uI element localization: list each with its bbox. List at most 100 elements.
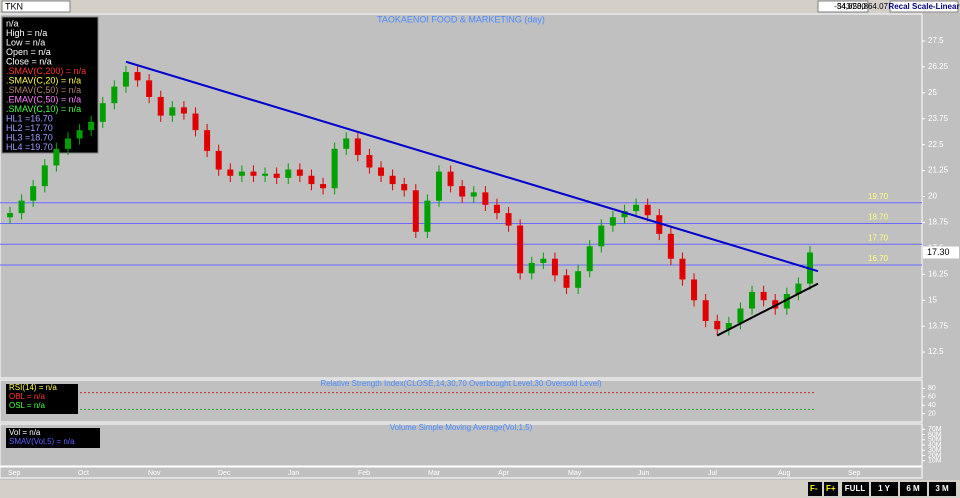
level-label: 19.70: [868, 192, 889, 201]
last-price-label: 17.30: [927, 247, 950, 257]
candle-body: [493, 204, 500, 214]
range-button-label: 6 M: [906, 484, 920, 493]
trendline: [716, 282, 819, 337]
candle-body: [41, 165, 48, 187]
candle-body: [702, 300, 709, 321]
legend-entry: Low = n/a: [6, 37, 45, 47]
candle-body: [575, 271, 582, 288]
volume-tick-label: 20M: [928, 452, 942, 459]
candle-body: [296, 169, 303, 176]
candle-body: [505, 213, 512, 226]
date-label: Jun: [638, 470, 649, 477]
legend-entry: n/a: [6, 18, 19, 28]
candle-body: [250, 171, 257, 176]
legend-entry: HL4 =19.70: [6, 142, 53, 152]
rsi-legend: OSL = n/a: [9, 401, 46, 410]
volume-legend-box: [6, 428, 100, 448]
date-label: May: [568, 470, 582, 477]
volume-tick-label: 50M: [928, 437, 942, 444]
range-button[interactable]: [871, 482, 898, 496]
range-button-label: 3 M: [935, 484, 949, 493]
counter-box: [817, 0, 869, 13]
rsi-title: Relative Strength Index(CLOSE,14,30,70 O…: [320, 379, 601, 388]
candle-body: [760, 291, 767, 301]
chart-title: TAOKAENOI FOOD & MARKETING (day): [377, 14, 545, 24]
legend-entry: HL2 =17.70: [6, 123, 53, 133]
legend-entry: .SMAV(C,50) = n/a: [6, 85, 81, 95]
range-button[interactable]: [900, 482, 927, 496]
candle-body: [795, 283, 802, 294]
candle-body: [215, 150, 222, 170]
zoom-button[interactable]: [824, 482, 838, 496]
candle-body: [64, 138, 71, 149]
scale-button[interactable]: [889, 0, 959, 13]
zoom-button-label: F-: [810, 484, 818, 493]
rsi-legend: OBL = n/a: [9, 392, 46, 401]
rsi-tick-label: 60: [928, 394, 936, 401]
candle-body: [331, 148, 338, 189]
level-label: 18.70: [868, 213, 889, 222]
volume-tick-label: 70M: [928, 426, 942, 433]
candle-body: [586, 246, 593, 272]
y-tick-label: 22.5: [928, 140, 944, 149]
y-tick-label: 15: [928, 295, 937, 304]
date-label: Mar: [428, 470, 441, 477]
value: -34,828,864.07: [834, 2, 888, 11]
date-strip: [0, 466, 923, 479]
candle-body: [157, 96, 164, 116]
zoom-button-label: F+: [826, 484, 836, 493]
candle-body: [459, 186, 466, 197]
date-label: Jul: [708, 470, 717, 477]
legend-entry: HL1 =16.70: [6, 113, 53, 123]
legend-entry: .SMAV(C,20) = n/a: [6, 75, 81, 85]
range-button-label: FULL: [845, 484, 866, 493]
candle-body: [412, 190, 419, 232]
candle-body: [30, 186, 37, 201]
rsi-panel: [0, 379, 923, 423]
legend-entry: Open = n/a: [6, 47, 51, 57]
scale-button-label: Recal Scale-Linear: [888, 2, 959, 11]
candle-body: [111, 86, 118, 104]
date-label: Oct: [78, 470, 89, 477]
candle-body: [725, 323, 732, 330]
zoom-button[interactable]: [808, 482, 822, 496]
candle-body: [470, 192, 477, 197]
date-label: Sep: [848, 470, 861, 477]
candle-body: [354, 138, 361, 156]
candle-body: [691, 279, 698, 301]
ticker-input[interactable]: [1, 0, 71, 13]
candle-body: [714, 320, 721, 330]
volume-tick-label: 30M: [928, 447, 942, 454]
legend-entry: HL3 =18.70: [6, 132, 53, 142]
candle-body: [435, 171, 442, 201]
candle-body: [273, 173, 280, 178]
candle-body: [169, 107, 176, 116]
y-tick-label: 16.25: [928, 269, 949, 278]
y-tick-label: 23.75: [928, 114, 949, 123]
rsi-tick-label: 40: [928, 402, 936, 409]
y-tick-label: 27.5: [928, 36, 944, 45]
rsi-tick-label: 80: [928, 385, 936, 392]
y-tick-label: 25: [928, 88, 937, 97]
legend-entry: Close = n/a: [6, 56, 52, 66]
range-button[interactable]: [929, 482, 956, 496]
candle-body: [53, 148, 60, 166]
y-tick-label: 20: [928, 192, 937, 201]
candle-body: [401, 184, 408, 191]
candle-body: [122, 72, 129, 87]
candle-body: [343, 138, 350, 149]
candle-body: [366, 155, 373, 168]
candle-body: [749, 291, 756, 309]
candle-body: [192, 113, 199, 131]
volume-legend: SMAV(Vol,5) = n/a: [9, 437, 75, 446]
candle-body: [180, 107, 187, 114]
rsi-legend-box: [6, 384, 78, 414]
candle-body: [656, 215, 663, 234]
candle-body: [679, 258, 686, 280]
candle-body: [285, 169, 292, 178]
candle-body: [308, 175, 315, 185]
range-button[interactable]: [842, 482, 869, 496]
candle-body: [7, 213, 13, 218]
candle-body: [76, 130, 83, 139]
